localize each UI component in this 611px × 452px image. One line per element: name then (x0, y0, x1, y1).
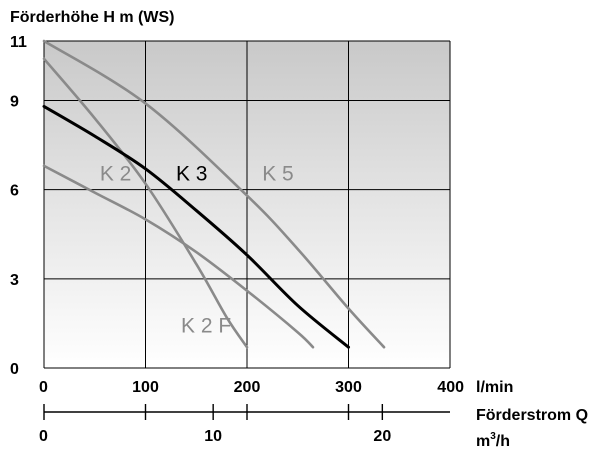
secondary-tick-label-10: 10 (204, 428, 222, 445)
curve-k-5 (42, 39, 386, 349)
secondary-axis-unit: m3/h (476, 431, 510, 450)
x-axis-unit: l/min (476, 379, 513, 396)
secondary-tick-label-0: 0 (39, 428, 48, 445)
curves (42, 39, 386, 349)
x-axis-label: Förderstrom Q (476, 407, 588, 424)
y-tick-label-11: 11 (10, 34, 27, 51)
y-tick-label-3: 3 (10, 272, 19, 289)
curve-label-k-2: K 2 (100, 163, 132, 186)
curve-label-k-2-f: K 2 F (181, 314, 231, 337)
chart-title: Förderhöhe H m (WS) (10, 9, 174, 26)
x-tick-label-0: 0 (39, 379, 48, 396)
curve-k-3 (42, 104, 350, 349)
axes: 0 3 6 9 11 0 100 200 300 400 0 10 20 (10, 34, 464, 445)
x-tick-label-100: 100 (132, 379, 159, 396)
y-tick-label-0: 0 (10, 361, 19, 378)
y-tick-label-6: 6 (10, 183, 19, 200)
unit-tail: /h (496, 433, 510, 450)
unit-base: m (476, 433, 490, 450)
x-tick-label-300: 300 (335, 379, 362, 396)
curve-label-k-3: K 3 (176, 163, 208, 186)
y-tick-label-9: 9 (10, 93, 19, 110)
curve-k-2 (42, 164, 315, 349)
curve-label-k-5: K 5 (262, 163, 294, 186)
curve-k-2-f (42, 57, 249, 349)
x-tick-label-200: 200 (234, 379, 261, 396)
grid-lines (43, 40, 451, 369)
curve-labels: K 2 K 3 K 5 K 2 F (100, 163, 294, 338)
secondary-tick-label-20: 20 (373, 428, 391, 445)
unit-superscript: 3 (490, 431, 496, 442)
x-tick-label-400: 400 (437, 379, 464, 396)
